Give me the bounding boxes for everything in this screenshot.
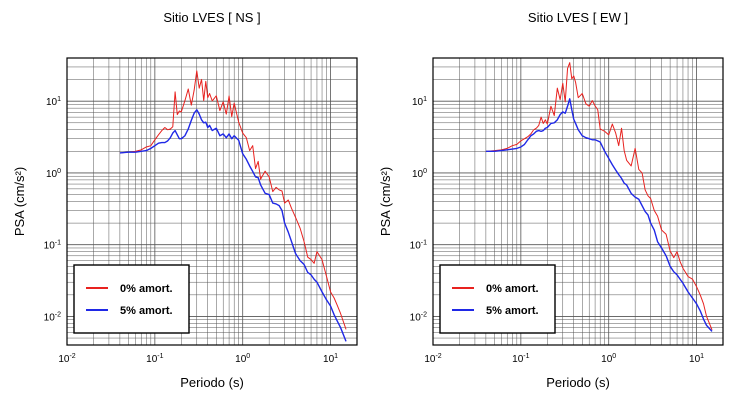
legend-label: 5% amort. bbox=[486, 305, 539, 317]
legend-box bbox=[439, 264, 556, 334]
y-tick-label: 10-2 bbox=[44, 311, 61, 323]
x-tick-label: 101 bbox=[323, 353, 338, 365]
y-tick-label: 101 bbox=[46, 96, 61, 108]
x-tick-label: 10-2 bbox=[424, 353, 441, 365]
y-tick-label: 10-2 bbox=[410, 311, 427, 323]
chart-panel-2: Sitio LVES [ EW ] Periodo (s) PSA (cm/s²) 1… bbox=[378, 10, 724, 390]
x-tick-label: 10-2 bbox=[58, 353, 75, 365]
chart-title: Sitio LVES [ NS ] bbox=[163, 10, 260, 25]
x-tick-label: 10-1 bbox=[512, 353, 529, 365]
chart-title: Sitio LVES [ EW ] bbox=[528, 10, 628, 25]
x-axis-label: Periodo (s) bbox=[546, 375, 610, 390]
y-axis-label: PSA (cm/s²) bbox=[12, 167, 27, 236]
legend-label: 0% amort. bbox=[486, 283, 539, 295]
x-tick-label: 101 bbox=[689, 353, 704, 365]
legend: 0% amort. 5% amort. bbox=[73, 264, 190, 334]
plot-frame bbox=[66, 57, 358, 346]
y-tick-label: 10-1 bbox=[410, 240, 427, 252]
legend: 0% amort. 5% amort. bbox=[439, 264, 556, 334]
chart-panel-1: Sitio LVES [ NS ] Periodo (s) PSA (cm/s²) 1… bbox=[12, 10, 358, 390]
series-line-damped bbox=[485, 98, 713, 332]
x-tick-label: 10-1 bbox=[146, 353, 163, 365]
series-line-damped bbox=[119, 109, 347, 342]
series-line-undamped bbox=[485, 62, 713, 331]
legend-box bbox=[73, 264, 190, 334]
legend-label: 0% amort. bbox=[120, 283, 173, 295]
legend-label: 5% amort. bbox=[120, 305, 173, 317]
y-tick-label: 100 bbox=[46, 168, 61, 180]
y-tick-label: 101 bbox=[412, 96, 427, 108]
y-tick-label: 100 bbox=[412, 168, 427, 180]
plot-frame bbox=[432, 57, 724, 346]
x-tick-label: 100 bbox=[235, 353, 250, 365]
y-axis-label: PSA (cm/s²) bbox=[378, 167, 393, 236]
y-tick-label: 10-1 bbox=[44, 240, 61, 252]
series-line-undamped bbox=[119, 70, 347, 330]
x-tick-label: 100 bbox=[601, 353, 616, 365]
x-axis-label: Periodo (s) bbox=[180, 375, 244, 390]
